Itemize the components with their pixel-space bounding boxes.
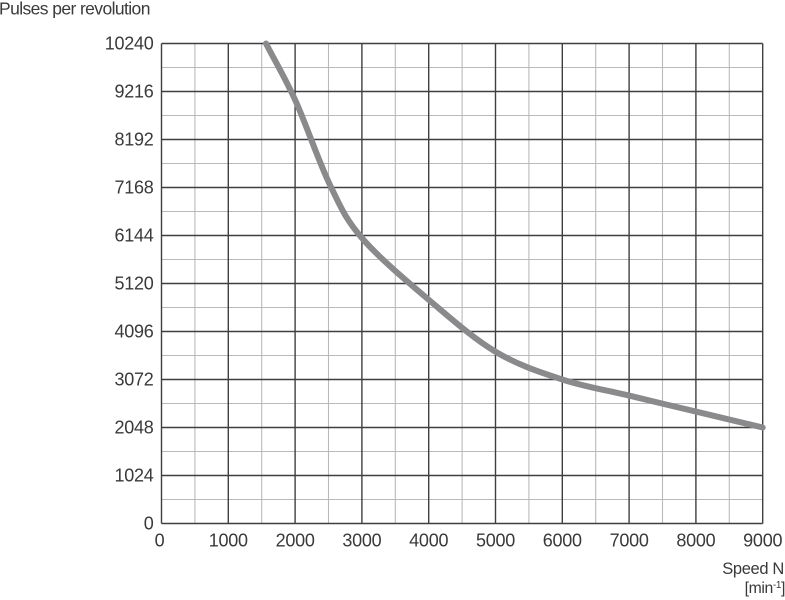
svg-text:Pulses per revolution: Pulses per revolution	[0, 0, 150, 19]
svg-text:9216: 9216	[114, 81, 153, 101]
svg-text:3000: 3000	[342, 530, 381, 550]
svg-text:3072: 3072	[114, 369, 153, 389]
svg-text:5000: 5000	[476, 530, 515, 550]
svg-text:10240: 10240	[105, 33, 154, 53]
svg-text:Speed N: Speed N	[722, 560, 784, 578]
svg-text:4096: 4096	[114, 321, 153, 341]
svg-text:2048: 2048	[114, 417, 153, 437]
svg-text:1000: 1000	[209, 530, 248, 550]
svg-text:8000: 8000	[676, 530, 715, 550]
svg-text:8192: 8192	[114, 129, 153, 149]
svg-text:0: 0	[144, 513, 154, 533]
svg-text:6000: 6000	[543, 530, 582, 550]
svg-text:5120: 5120	[114, 273, 153, 293]
svg-text:1024: 1024	[114, 465, 153, 485]
svg-text:4000: 4000	[409, 530, 448, 550]
svg-text:9000: 9000	[743, 530, 782, 550]
svg-text:7168: 7168	[114, 177, 153, 197]
svg-text:7000: 7000	[610, 530, 649, 550]
svg-text:6144: 6144	[114, 225, 153, 245]
svg-text:0: 0	[155, 530, 165, 550]
svg-text:2000: 2000	[276, 530, 315, 550]
